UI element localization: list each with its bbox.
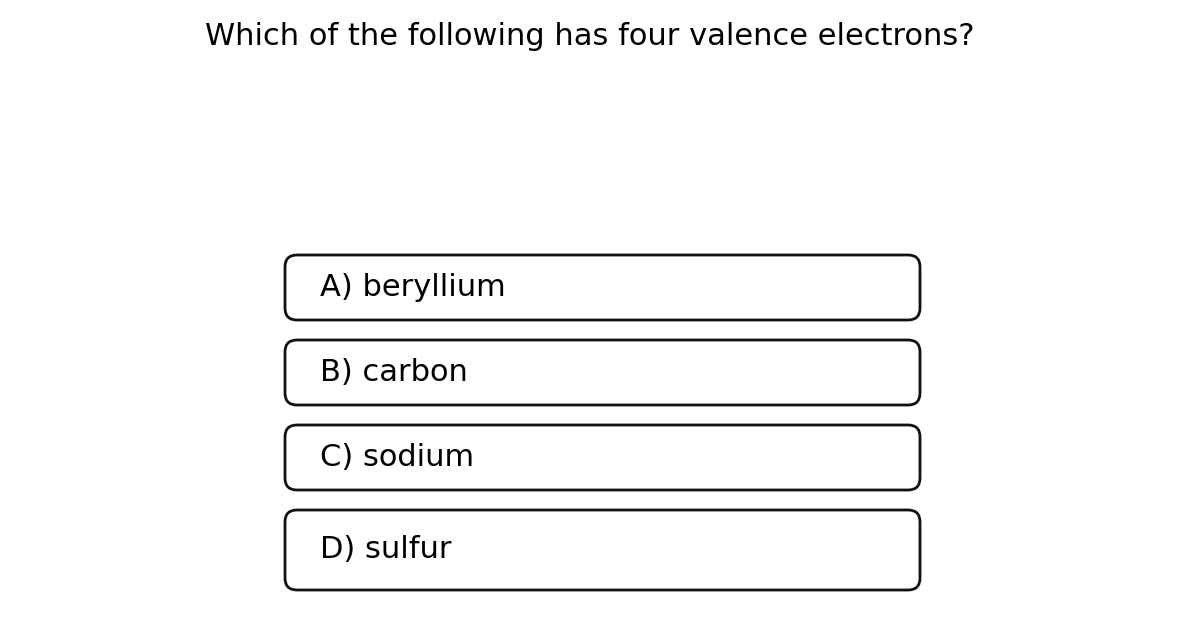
Text: Which of the following has four valence electrons?: Which of the following has four valence … <box>205 22 974 51</box>
Text: C) sodium: C) sodium <box>320 443 474 472</box>
Text: D) sulfur: D) sulfur <box>320 536 451 565</box>
FancyBboxPatch shape <box>286 425 920 490</box>
Text: A) beryllium: A) beryllium <box>320 273 505 302</box>
FancyBboxPatch shape <box>286 255 920 320</box>
Text: B) carbon: B) carbon <box>320 358 468 387</box>
FancyBboxPatch shape <box>286 510 920 590</box>
FancyBboxPatch shape <box>286 340 920 405</box>
